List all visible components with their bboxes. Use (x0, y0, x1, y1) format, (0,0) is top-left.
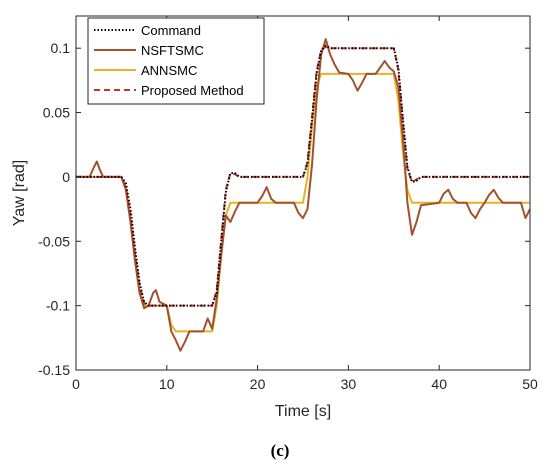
x-tick-label: 30 (341, 376, 357, 392)
legend-label: Command (141, 23, 201, 38)
y-tick-label: 0.05 (43, 105, 70, 121)
y-tick-label: -0.05 (38, 233, 70, 249)
legend-label: ANNSMC (141, 63, 197, 78)
figure-caption: (c) (271, 441, 290, 460)
x-tick-label: 50 (522, 376, 538, 392)
y-tick-labels: -0.15 -0.1 -0.05 0 0.05 0.1 (38, 40, 70, 378)
x-tick-label: 20 (250, 376, 266, 392)
y-tick-label: -0.15 (38, 362, 70, 378)
legend-entries: Command NSFTSMC ANNSMC Proposed Method (94, 23, 244, 98)
x-tick-label: 40 (431, 376, 447, 392)
series-line-command (76, 44, 530, 307)
y-tick-label: 0.1 (51, 40, 71, 56)
y-tick-label: -0.1 (46, 298, 70, 314)
legend-label: Proposed Method (141, 83, 244, 98)
x-tick-label: 10 (159, 376, 175, 392)
y-tick-label: 0 (62, 169, 70, 185)
x-axis-label: Time [s] (275, 403, 331, 420)
y-axis-label: Yaw [rad] (11, 160, 28, 226)
series-lines (76, 38, 531, 352)
x-tick-labels: 0 10 20 30 40 50 (72, 376, 538, 392)
legend: Command NSFTSMC ANNSMC Proposed Method (87, 17, 265, 105)
series-line-nsftsmc (76, 38, 531, 352)
legend-label: NSFTSMC (141, 43, 204, 58)
x-tick-label: 0 (72, 376, 80, 392)
plot-frame (75, 15, 531, 371)
